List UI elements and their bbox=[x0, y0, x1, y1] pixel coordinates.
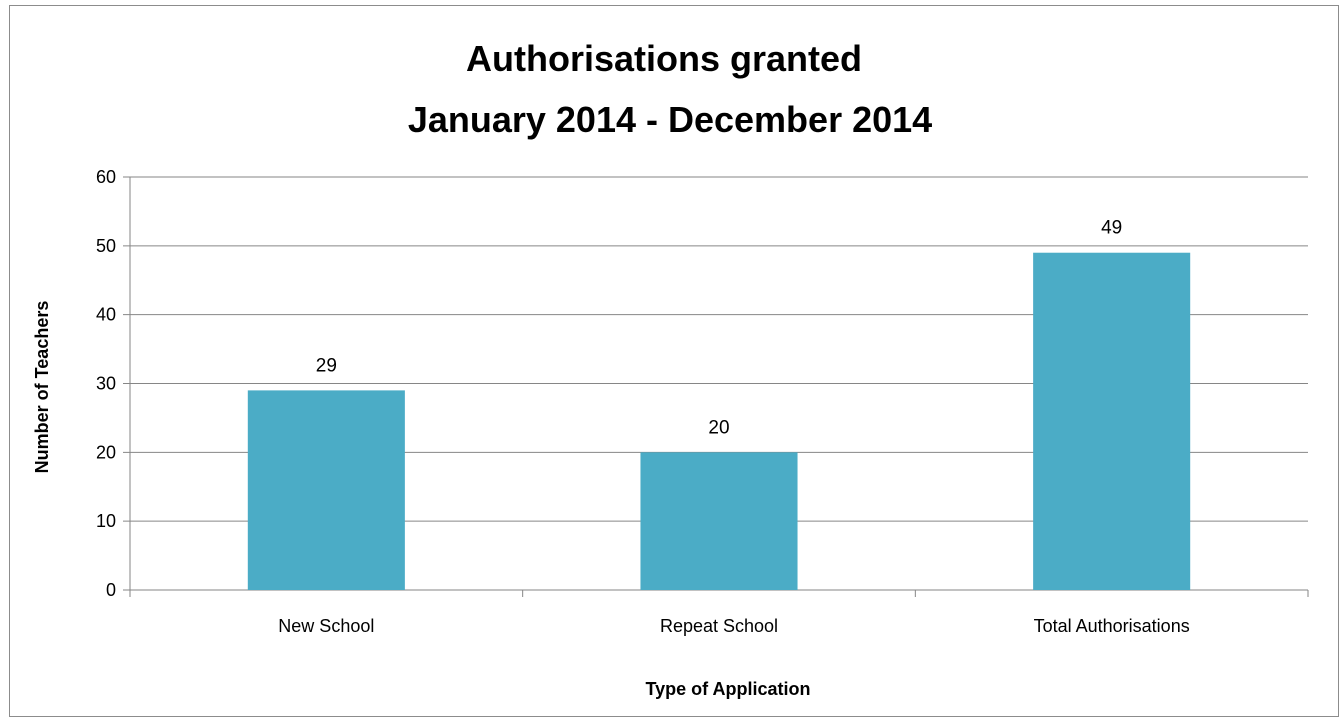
bar bbox=[1033, 252, 1191, 590]
data-labels: 29 20 49 bbox=[316, 218, 1122, 439]
y-tick-label: 0 bbox=[106, 580, 116, 600]
y-tick-label: 60 bbox=[96, 167, 116, 187]
bar bbox=[640, 452, 798, 590]
bars bbox=[247, 252, 1191, 590]
x-axis-title: Type of Application bbox=[646, 679, 811, 699]
bar bbox=[247, 390, 405, 590]
y-axis-title: Number of Teachers bbox=[32, 301, 52, 474]
y-axis-ticks: 0 10 20 30 40 50 60 bbox=[96, 167, 116, 600]
x-axis-ticks: New School Repeat School Total Authorisati… bbox=[129, 590, 1309, 636]
data-label: 49 bbox=[1101, 218, 1122, 239]
x-tick-label: Total Authorisations bbox=[1034, 616, 1190, 636]
y-tick-label: 30 bbox=[96, 374, 116, 394]
chart-title-line-1: Authorisations granted bbox=[466, 38, 862, 79]
data-label: 29 bbox=[316, 355, 337, 376]
x-tick-label: New School bbox=[278, 616, 374, 636]
data-label: 20 bbox=[708, 417, 729, 438]
y-tick-label: 20 bbox=[96, 442, 116, 462]
y-tick-label: 10 bbox=[96, 511, 116, 531]
chart-title-line-2: January 2014 - December 2014 bbox=[408, 99, 932, 140]
y-tick-label: 50 bbox=[96, 236, 116, 256]
x-tick-label: Repeat School bbox=[660, 616, 778, 636]
y-tick-label: 40 bbox=[96, 305, 116, 325]
